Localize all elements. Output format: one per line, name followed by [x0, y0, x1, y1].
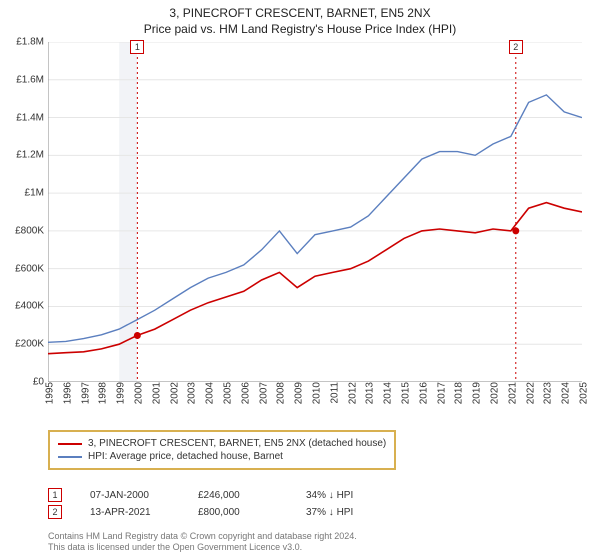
y-tick-label: £600K [15, 263, 48, 274]
legend-item: 3, PINECROFT CRESCENT, BARNET, EN5 2NX (… [58, 438, 386, 449]
x-tick-label: 2025 [575, 382, 590, 404]
x-tick-label: 2019 [468, 382, 483, 404]
x-tick-label: 2000 [130, 382, 145, 404]
footer-line-2: This data is licensed under the Open Gov… [48, 542, 357, 554]
x-tick-label: 2006 [236, 382, 251, 404]
x-tick-label: 2003 [183, 382, 198, 404]
y-tick-label: £1M [25, 188, 48, 199]
x-tick-label: 2013 [361, 382, 376, 404]
transaction-date: 07-JAN-2000 [90, 490, 170, 501]
y-tick-label: £1.2M [16, 150, 48, 161]
x-tick-label: 2004 [201, 382, 216, 404]
footer-attribution: Contains HM Land Registry data © Crown c… [48, 531, 357, 554]
legend-swatch [58, 456, 82, 458]
transaction-row: 2 13-APR-2021 £800,000 37% ↓ HPI [48, 505, 386, 519]
x-tick-label: 2021 [503, 382, 518, 404]
transaction-marker: 2 [48, 505, 62, 519]
x-tick-label: 2007 [254, 382, 269, 404]
x-tick-label: 1998 [94, 382, 109, 404]
transaction-marker: 1 [48, 488, 62, 502]
transaction-row: 1 07-JAN-2000 £246,000 34% ↓ HPI [48, 488, 386, 502]
y-tick-label: £1.8M [16, 37, 48, 48]
y-tick-label: £400K [15, 301, 48, 312]
transactions-table: 1 07-JAN-2000 £246,000 34% ↓ HPI 2 13-APR-202… [48, 485, 386, 522]
x-tick-label: 1996 [58, 382, 73, 404]
x-tick-label: 2012 [343, 382, 358, 404]
x-tick-label: 2016 [414, 382, 429, 404]
chart-subtitle: Price paid vs. HM Land Registry's House … [0, 22, 600, 36]
x-tick-label: 2001 [147, 382, 162, 404]
transaction-price: £246,000 [198, 490, 278, 501]
x-tick-label: 2015 [397, 382, 412, 404]
legend-label: 3, PINECROFT CRESCENT, BARNET, EN5 2NX (… [88, 438, 386, 449]
x-tick-label: 1995 [41, 382, 56, 404]
chart-marker-label: 1 [130, 40, 144, 54]
legend-swatch [58, 443, 82, 445]
legend-label: HPI: Average price, detached house, Barn… [88, 451, 283, 462]
x-tick-label: 2017 [432, 382, 447, 404]
y-tick-label: £1.4M [16, 112, 48, 123]
x-tick-label: 2010 [308, 382, 323, 404]
x-tick-label: 2018 [450, 382, 465, 404]
x-tick-label: 2002 [165, 382, 180, 404]
y-tick-label: £1.6M [16, 74, 48, 85]
x-tick-label: 2009 [290, 382, 305, 404]
chart-title: 3, PINECROFT CRESCENT, BARNET, EN5 2NX [0, 6, 600, 20]
transaction-date: 13-APR-2021 [90, 507, 170, 518]
x-tick-label: 2024 [557, 382, 572, 404]
legend: 3, PINECROFT CRESCENT, BARNET, EN5 2NX (… [48, 430, 396, 470]
plot-svg [48, 42, 582, 382]
transaction-price: £800,000 [198, 507, 278, 518]
chart-container: 3, PINECROFT CRESCENT, BARNET, EN5 2NX P… [0, 0, 600, 560]
x-tick-label: 2020 [486, 382, 501, 404]
x-tick-label: 1999 [112, 382, 127, 404]
y-tick-label: £800K [15, 225, 48, 236]
x-tick-label: 2005 [219, 382, 234, 404]
footer-line-1: Contains HM Land Registry data © Crown c… [48, 531, 357, 543]
legend-item: HPI: Average price, detached house, Barn… [58, 451, 386, 462]
transaction-delta: 37% ↓ HPI [306, 507, 386, 518]
x-tick-label: 2008 [272, 382, 287, 404]
x-tick-label: 2022 [521, 382, 536, 404]
chart-marker-label: 2 [509, 40, 523, 54]
x-tick-label: 2023 [539, 382, 554, 404]
x-tick-label: 2014 [379, 382, 394, 404]
x-tick-label: 1997 [76, 382, 91, 404]
title-block: 3, PINECROFT CRESCENT, BARNET, EN5 2NX P… [0, 0, 600, 36]
y-tick-label: £200K [15, 339, 48, 350]
x-tick-label: 2011 [325, 382, 340, 404]
chart-plot-area: £0£200K£400K£600K£800K£1M£1.2M£1.4M£1.6M… [48, 42, 582, 382]
transaction-delta: 34% ↓ HPI [306, 490, 386, 501]
